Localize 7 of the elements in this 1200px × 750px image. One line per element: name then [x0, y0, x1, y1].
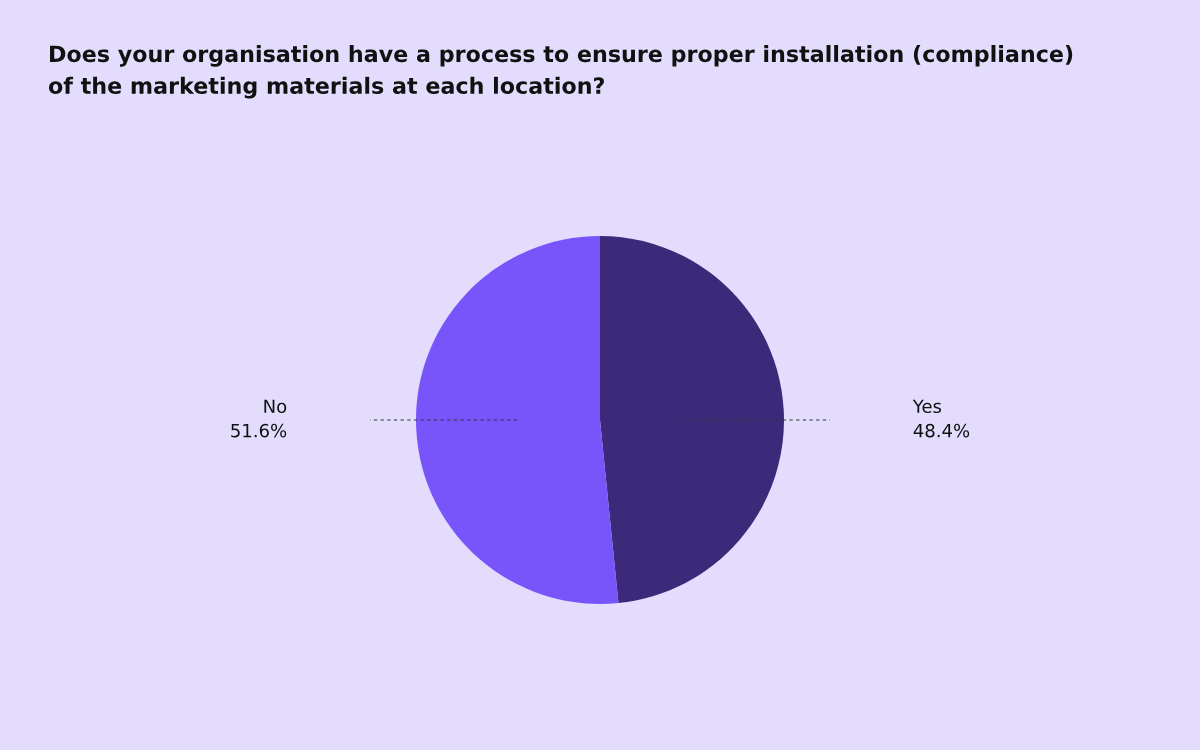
pie-slice	[416, 236, 619, 604]
data-label: 51.6%	[231, 423, 287, 438]
slice-label: No	[264, 399, 287, 414]
data-label: 48.4%	[913, 423, 970, 438]
slice-label: Yes	[912, 399, 942, 414]
chart-title: Does your organisation have a process to ensure proper installation (compliance) of the marketing materials at each location?	[48, 45, 1073, 99]
pie-slice	[600, 236, 784, 604]
